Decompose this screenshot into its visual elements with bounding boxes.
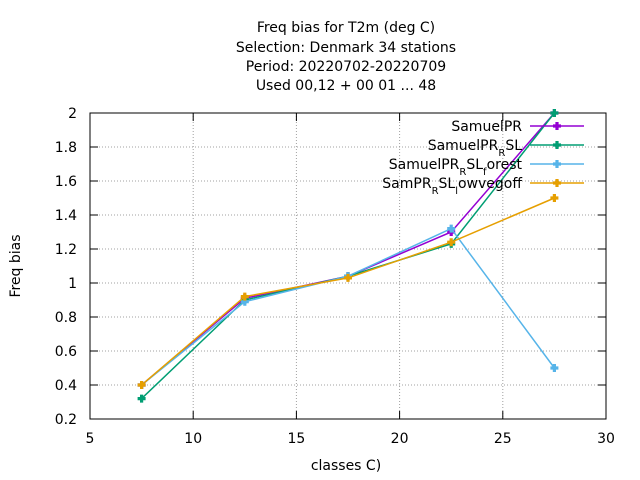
x-tick-label: 25 — [494, 431, 512, 447]
y-axis-label: Freq bias — [8, 234, 24, 297]
legend: SamuelPR SamuelPRRSLSamuelPRRSLforestSamP… — [382, 119, 584, 197]
title-line-1: Freq bias for T2m (deg C) — [257, 20, 435, 36]
data-point — [447, 224, 456, 233]
data-point — [240, 297, 249, 306]
data-point — [344, 273, 352, 282]
x-tick-label: 20 — [391, 431, 409, 447]
legend-entry-2: SamuelPRRSL — [428, 138, 584, 159]
title-line-4: Used 00,12 + 00 01 ... 48 — [256, 78, 436, 94]
title-line-2: Selection: Denmark 34 stations — [236, 40, 456, 56]
legend-entry-1: SamuelPR — [451, 119, 584, 135]
data-point — [550, 109, 559, 117]
legend-marker — [553, 179, 561, 187]
x-tick-label: 10 — [184, 431, 202, 447]
y-tick-label: 2 — [68, 106, 77, 122]
y-tick-label: 0.8 — [55, 310, 77, 326]
y-tick-label: 0.4 — [55, 378, 77, 394]
x-tick-label: 5 — [86, 431, 95, 447]
chart-title: Freq bias for T2m (deg C) Selection: Den… — [236, 20, 456, 94]
series-line — [141, 112, 555, 400]
legend-entry-3: SamuelPRRSLforest — [389, 157, 584, 178]
title-line-3: Period: 20220702-20220709 — [246, 59, 446, 75]
data-point — [447, 238, 456, 247]
x-axis-label: classes C) — [311, 458, 381, 474]
data-point — [550, 364, 559, 372]
x-tick-label: 15 — [287, 431, 305, 447]
legend-marker — [553, 141, 561, 149]
series-line — [141, 227, 556, 386]
y-tick-label: 1.8 — [55, 140, 77, 156]
y-tick-label: 1.6 — [55, 174, 77, 190]
y-tick-label: 0.2 — [55, 412, 77, 428]
series-4 — [137, 194, 559, 389]
data-point — [550, 194, 559, 202]
legend-label: SamuelPR — [451, 119, 522, 135]
legend-label: SamuelPRRSLforest — [389, 157, 523, 178]
series-layer — [137, 109, 559, 403]
data-point — [240, 292, 249, 301]
y-tick-label: 1.4 — [55, 208, 77, 224]
y-tick-label: 1 — [68, 276, 77, 292]
series-line — [141, 197, 555, 386]
legend-marker — [553, 160, 561, 168]
data-point — [137, 394, 146, 403]
plot-frame — [89, 112, 607, 420]
legend-label: SamPRRSLlowvegoff — [382, 176, 522, 197]
y-tick-label: 1.2 — [55, 242, 77, 258]
legend-marker — [553, 122, 561, 130]
grid — [90, 113, 606, 419]
x-tick-label: 30 — [597, 431, 615, 447]
y-tick-label: 0.6 — [55, 344, 77, 360]
axis-ticks: 0.20.40.60.811.21.41.61.825 10 15 20 25 30 — [55, 106, 615, 447]
legend-label: SamuelPRRSL — [428, 138, 522, 159]
legend-entry-4: SamPRRSLlowvegoff — [382, 176, 584, 197]
data-point — [137, 381, 146, 389]
